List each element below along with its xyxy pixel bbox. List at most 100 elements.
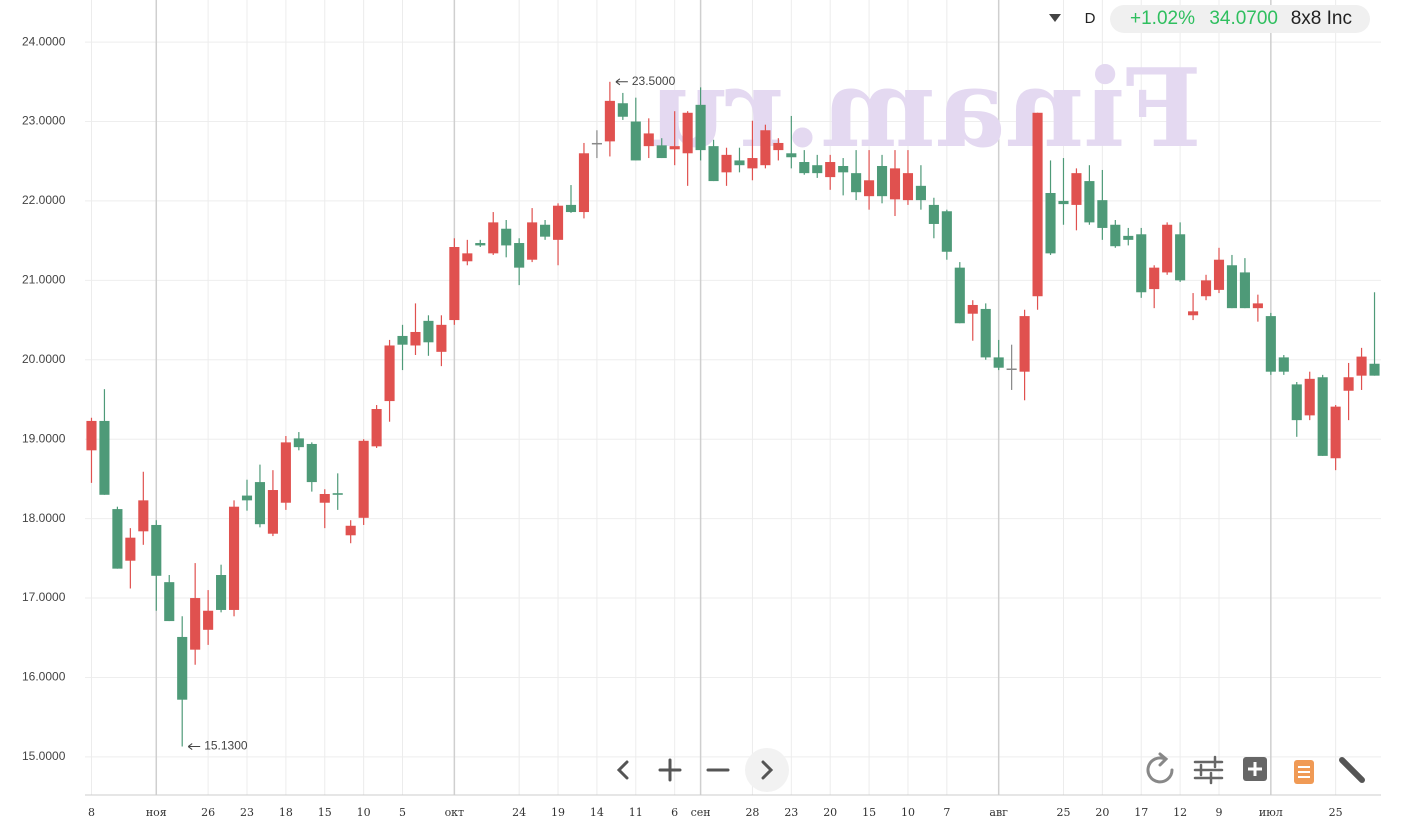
ticker-pill[interactable] (1110, 5, 1370, 33)
candle-body (1123, 235, 1134, 240)
candle-body (1045, 192, 1056, 254)
candle-body (682, 112, 693, 154)
x-tick-label: июл (1259, 806, 1283, 819)
add-indicator-plus (1248, 762, 1262, 776)
grid (85, 0, 1381, 795)
candle-body (578, 153, 590, 213)
x-tick-label: 19 (551, 806, 565, 819)
x-tick-label: 15 (318, 806, 332, 819)
x-tick-label: 24 (512, 806, 526, 819)
candle-body (1188, 311, 1199, 316)
x-tick-label: 18 (279, 806, 293, 819)
x-tick-label: сен (691, 806, 711, 819)
candle-body (1084, 181, 1095, 223)
candle-body (760, 130, 771, 166)
x-tick-label: 11 (629, 806, 643, 819)
x-tick-label: авг (989, 806, 1008, 819)
candle-body (1343, 377, 1354, 391)
candle-body (280, 442, 291, 503)
candle-body (1097, 200, 1108, 228)
candle-body (915, 185, 926, 201)
zoom-in[interactable] (658, 758, 682, 782)
candle-body (993, 357, 1004, 368)
candle-body (112, 509, 123, 569)
ticker: 8x8 Inc (1291, 8, 1352, 29)
candle-body (941, 211, 952, 252)
x-tick-label: 17 (1134, 806, 1148, 819)
candle-body (241, 495, 253, 501)
watermark: Finam.ru (648, 46, 1202, 172)
candle-body (1239, 272, 1250, 309)
settings-icon[interactable] (1193, 755, 1224, 785)
candle-body (669, 146, 680, 150)
price: 34.0700 (1209, 8, 1278, 29)
x-tick-label: 25 (1329, 806, 1343, 819)
candle-body (1019, 316, 1030, 372)
candle-body (1149, 267, 1160, 290)
candle-body (695, 104, 706, 151)
y-tick-label: 15.0000 (22, 749, 66, 763)
x-tick-label: 9 (1216, 806, 1223, 819)
candle-body (1317, 377, 1328, 456)
candle-body (267, 490, 278, 534)
change: +1.02% (1130, 8, 1195, 29)
candle-body (397, 335, 408, 345)
candle-body (384, 345, 395, 402)
scroll-left[interactable] (616, 760, 629, 780)
y-tick-label: 23.0000 (22, 114, 66, 128)
x-tick-label: 7 (943, 806, 950, 819)
x-tick-label: 8 (88, 806, 95, 819)
candle-body (1304, 378, 1315, 416)
candle-body (799, 162, 810, 174)
candle-body (410, 331, 421, 346)
x-tick-label: 20 (1095, 806, 1109, 819)
candle-body (1356, 356, 1367, 376)
draw-icon[interactable] (1339, 757, 1365, 783)
candle-body (358, 440, 369, 518)
candle-body (319, 493, 330, 503)
candle-body (228, 506, 240, 610)
candle-body (967, 304, 978, 314)
annotation-label: 15.1300 (204, 739, 248, 753)
scroll-right[interactable] (761, 760, 774, 780)
candle-body (1006, 368, 1017, 371)
x-tick-label: 20 (823, 806, 837, 819)
candle-body (1136, 234, 1147, 293)
x-tick-label: 15 (862, 806, 876, 819)
candle-body (1162, 224, 1173, 273)
candle-body (617, 103, 628, 117)
candle-body (514, 243, 525, 268)
y-tick-label: 18.0000 (22, 511, 66, 525)
x-tick-label: окт (445, 806, 465, 819)
y-tick-label: 16.0000 (22, 670, 66, 684)
candle-body (1369, 363, 1380, 376)
x-tick-label: 23 (784, 806, 798, 819)
y-tick-label: 24.0000 (22, 34, 66, 48)
interval[interactable]: D (1085, 10, 1096, 27)
y-tick-label: 19.0000 (22, 431, 66, 445)
interval-dropdown[interactable] (1049, 14, 1061, 22)
candle-body (216, 575, 227, 610)
y-tick-label: 20.0000 (22, 352, 66, 366)
candle-body (449, 246, 460, 321)
candle-body (1252, 303, 1263, 309)
candle-body (1278, 357, 1289, 372)
candle-body (86, 420, 97, 451)
candle-body (332, 493, 343, 495)
candle-body (345, 525, 356, 536)
annotation-label: 23.5000 (632, 74, 676, 88)
candle-body (254, 482, 266, 525)
x-tick-label: 25 (1056, 806, 1070, 819)
candle-body (565, 204, 577, 213)
candle-body (656, 145, 667, 159)
candle-body (125, 537, 136, 561)
candle-body (540, 224, 551, 237)
y-tick-label: 22.0000 (22, 193, 66, 207)
candle-body (475, 243, 486, 246)
candle-body (1213, 259, 1225, 290)
reset-icon[interactable] (1146, 752, 1174, 784)
candle-body (825, 162, 836, 178)
candle-body (488, 222, 499, 254)
candle-body (1175, 234, 1186, 281)
